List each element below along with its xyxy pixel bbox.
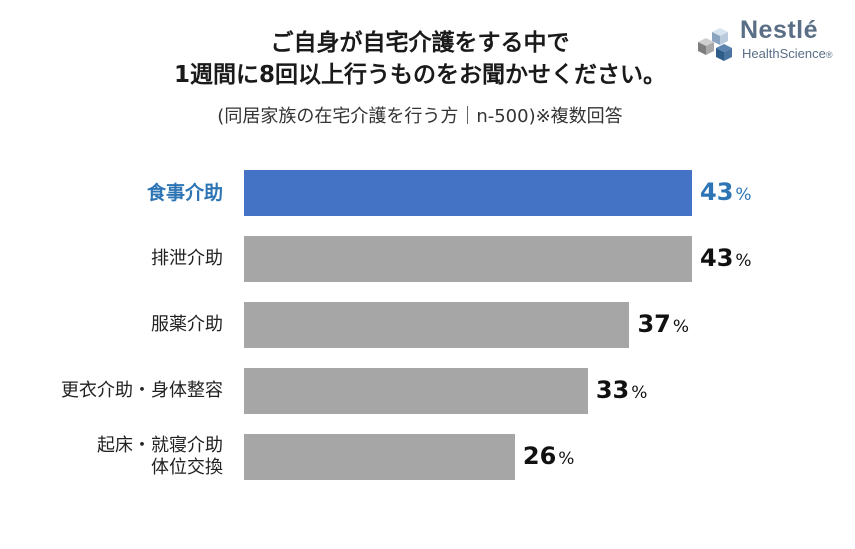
- category-label-5: 起床・就寝介助 体位交換: [97, 435, 223, 479]
- category-label-line: 服薬介助: [151, 314, 223, 335]
- category-label-line: 起床・就寝介助: [97, 435, 223, 456]
- value-number: 43: [700, 244, 734, 272]
- logo-sub-name: HealthScience: [742, 46, 826, 61]
- chart-subtitle: (同居家族の在宅介護を行う方｜n-500)※複数回答: [217, 106, 623, 127]
- bar-2: [244, 236, 692, 282]
- cubes-logo-icon: [698, 28, 732, 61]
- value-label-5: 26%: [523, 442, 575, 470]
- value-unit: %: [558, 449, 575, 469]
- logo-brand-text: Nestlé: [740, 16, 819, 44]
- chart-title-line-2: 1週間に8回以上行うものをお聞かせください。: [173, 62, 666, 88]
- value-label-1: 43%: [700, 178, 752, 206]
- category-label-line: 更衣介助・身体整容: [61, 380, 223, 401]
- category-label-3: 服薬介助: [151, 314, 223, 336]
- bar-4: [244, 368, 588, 414]
- category-label-2: 排泄介助: [151, 248, 223, 270]
- value-unit: %: [631, 383, 648, 403]
- bar-5: [244, 434, 515, 480]
- category-label-1: 食事介助: [147, 182, 223, 204]
- value-number: 43: [700, 178, 734, 206]
- value-unit: %: [672, 317, 690, 337]
- category-label-line: 排泄介助: [151, 248, 223, 269]
- category-label-line: 体位交換: [151, 457, 223, 478]
- value-label-2: 43%: [700, 244, 752, 272]
- chart-title-line-1: ご自身が自宅介護をする中で: [270, 30, 570, 56]
- category-label-line: 食事介助: [146, 182, 223, 204]
- value-unit: %: [735, 185, 752, 205]
- value-number: 37: [637, 310, 671, 338]
- value-label-4: 33%: [596, 376, 648, 404]
- bar-3: [244, 302, 630, 348]
- value-number: 33: [595, 376, 630, 404]
- value-unit: %: [735, 251, 752, 271]
- logo-registered-mark: ®: [825, 50, 833, 60]
- logo-sub-text: HealthScience®: [742, 46, 832, 61]
- value-label-3: 37%: [637, 310, 689, 338]
- bar-1: [244, 170, 692, 216]
- category-label-4: 更衣介助・身体整容: [61, 380, 223, 402]
- nestle-health-science-logo: Nestlé HealthScience®: [690, 16, 850, 68]
- value-number: 26: [522, 442, 557, 470]
